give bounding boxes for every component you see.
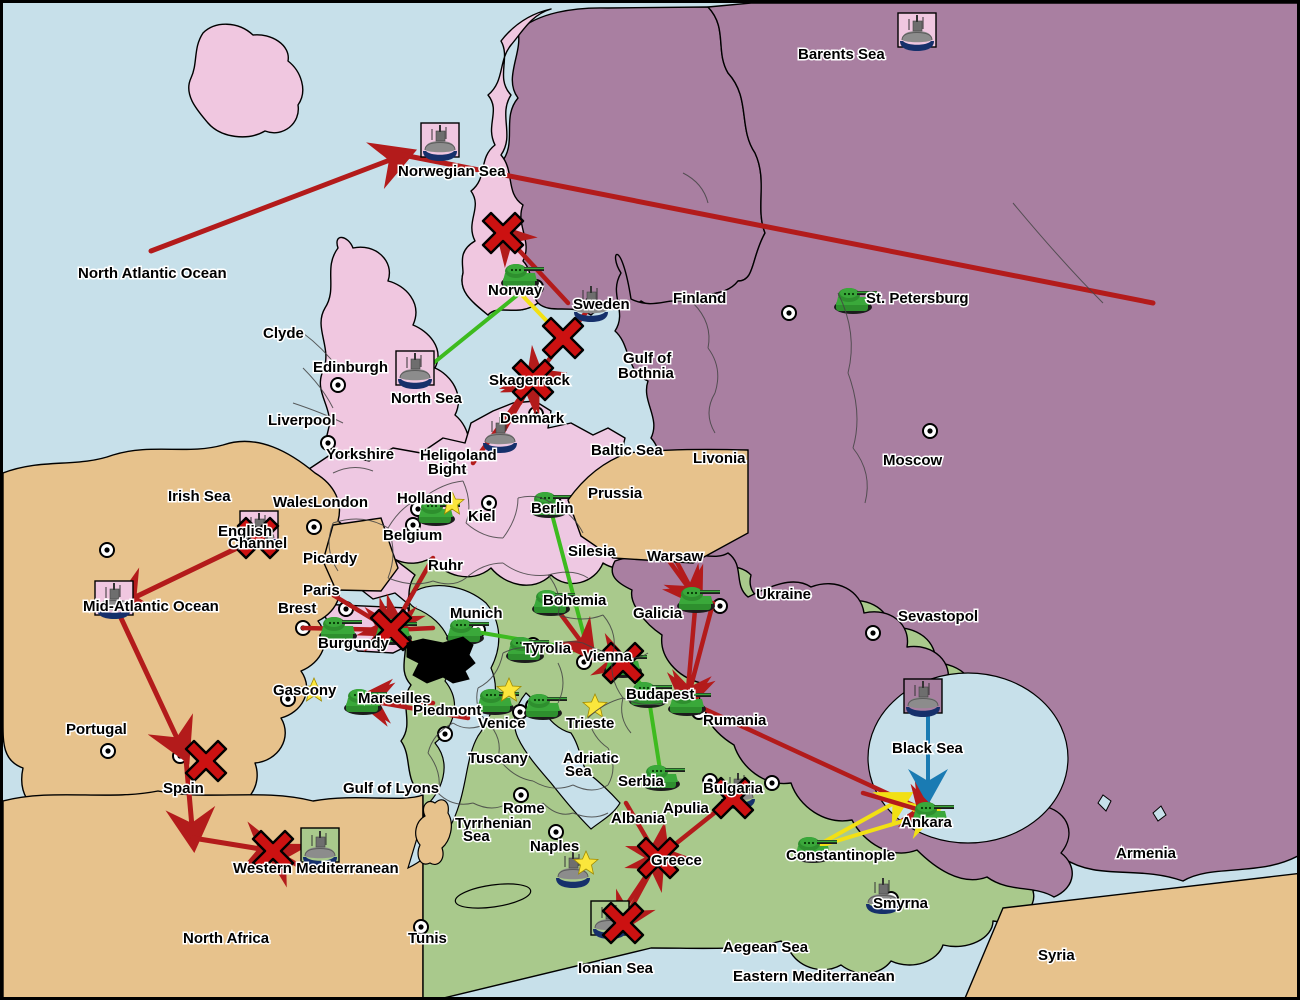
svg-text:Berlin: Berlin (531, 500, 574, 517)
svg-text:Tuscany: Tuscany (468, 750, 528, 767)
svg-text:Trieste: Trieste (566, 715, 614, 732)
svg-text:Constantinople: Constantinople (786, 847, 895, 864)
svg-text:Apulia: Apulia (663, 800, 709, 817)
svg-text:Barents Sea: Barents Sea (798, 46, 885, 63)
svg-text:Smyrna: Smyrna (873, 895, 929, 912)
svg-text:Yorkshire: Yorkshire (326, 446, 394, 463)
svg-text:Venice: Venice (478, 715, 526, 732)
svg-text:Prussia: Prussia (588, 485, 643, 502)
svg-text:Sea: Sea (565, 763, 592, 780)
svg-text:Gulf of Lyons: Gulf of Lyons (343, 780, 439, 797)
svg-text:Tyrolia: Tyrolia (523, 640, 572, 657)
svg-text:Munich: Munich (450, 605, 503, 622)
svg-text:Western Mediterranean: Western Mediterranean (233, 860, 399, 877)
svg-text:Sevastopol: Sevastopol (898, 608, 978, 625)
svg-text:Baltic Sea: Baltic Sea (591, 442, 663, 459)
svg-text:Rumania: Rumania (703, 712, 767, 729)
svg-text:Clyde: Clyde (263, 325, 304, 342)
svg-text:Liverpool: Liverpool (268, 412, 336, 429)
svg-text:Channel: Channel (228, 535, 287, 552)
svg-text:Piedmont: Piedmont (413, 702, 481, 719)
svg-text:Warsaw: Warsaw (647, 548, 703, 565)
svg-text:Silesia: Silesia (568, 543, 616, 560)
svg-text:Belgium: Belgium (383, 527, 442, 544)
svg-text:Picardy: Picardy (303, 550, 358, 567)
svg-text:Bulgaria: Bulgaria (703, 780, 764, 797)
svg-text:Serbia: Serbia (618, 773, 665, 790)
svg-text:Ankara: Ankara (901, 814, 953, 831)
svg-text:Norway: Norway (488, 282, 543, 299)
svg-text:Holland: Holland (397, 490, 452, 507)
svg-text:St. Petersburg: St. Petersburg (866, 290, 969, 307)
svg-text:Armenia: Armenia (1116, 845, 1177, 862)
svg-text:Eastern Mediterranean: Eastern Mediterranean (733, 968, 895, 985)
svg-text:Gascony: Gascony (273, 682, 337, 699)
svg-text:Albania: Albania (611, 810, 666, 827)
svg-text:Sea: Sea (463, 828, 490, 845)
svg-text:Bohemia: Bohemia (543, 592, 607, 609)
svg-text:Brest: Brest (278, 600, 316, 617)
svg-text:Kiel: Kiel (468, 508, 496, 525)
svg-text:Sweden: Sweden (573, 296, 630, 313)
svg-text:Norwegian Sea: Norwegian Sea (398, 163, 506, 180)
svg-text:Edinburgh: Edinburgh (313, 359, 388, 376)
svg-text:Livonia: Livonia (693, 450, 746, 467)
svg-text:Ruhr: Ruhr (428, 557, 463, 574)
svg-text:London: London (313, 494, 368, 511)
svg-text:Ukraine: Ukraine (756, 586, 811, 603)
svg-text:Mid-Atlantic Ocean: Mid-Atlantic Ocean (83, 598, 219, 615)
svg-text:Irish Sea: Irish Sea (168, 488, 231, 505)
svg-text:Paris: Paris (303, 582, 340, 599)
svg-text:Tunis: Tunis (408, 930, 447, 947)
svg-text:Bight: Bight (428, 461, 466, 478)
svg-text:Galicia: Galicia (633, 605, 683, 622)
svg-text:North Africa: North Africa (183, 930, 270, 947)
svg-text:Finland: Finland (673, 290, 726, 307)
svg-text:Wales: Wales (273, 494, 316, 511)
svg-text:Bothnia: Bothnia (618, 365, 674, 382)
svg-text:Denmark: Denmark (500, 410, 565, 427)
svg-text:Budapest: Budapest (626, 686, 694, 703)
svg-text:Aegean Sea: Aegean Sea (723, 939, 809, 956)
svg-text:Black Sea: Black Sea (892, 740, 964, 757)
svg-text:North Atlantic Ocean: North Atlantic Ocean (78, 265, 227, 282)
svg-text:Moscow: Moscow (883, 452, 943, 469)
svg-text:Spain: Spain (163, 780, 204, 797)
svg-text:Skagerrack: Skagerrack (489, 372, 571, 389)
svg-text:Syria: Syria (1038, 947, 1075, 964)
svg-text:Vienna: Vienna (583, 648, 633, 665)
svg-text:Burgundy: Burgundy (318, 635, 389, 652)
svg-text:Ionian Sea: Ionian Sea (578, 960, 654, 977)
svg-text:North Sea: North Sea (391, 390, 463, 407)
svg-text:Portugal: Portugal (66, 721, 127, 738)
svg-text:Greece: Greece (651, 852, 702, 869)
svg-text:Naples: Naples (530, 838, 579, 855)
